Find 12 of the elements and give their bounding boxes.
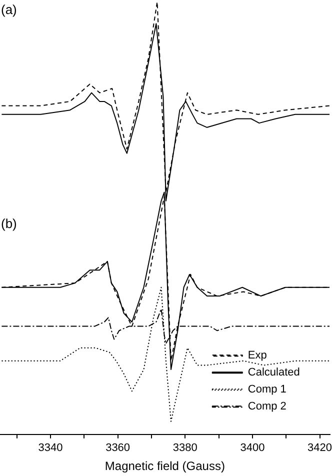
legend-label: Exp	[248, 350, 267, 362]
x-tick-label: 3360	[106, 442, 130, 454]
legend-label: Calculated	[248, 366, 300, 379]
x-tick-label: 3400	[240, 442, 265, 454]
annotation: (b)	[1, 216, 17, 231]
legend-label: Comp 2	[248, 400, 286, 413]
x-tick-label: 3380	[172, 442, 198, 454]
x-tick-label: 3340	[38, 442, 63, 454]
x-tick-label: 3420	[308, 442, 332, 454]
annotation: (a)	[1, 2, 17, 17]
legend-label: Comp 1	[248, 384, 286, 396]
x-axis-title: Magnetic field (Gauss)	[104, 459, 225, 474]
